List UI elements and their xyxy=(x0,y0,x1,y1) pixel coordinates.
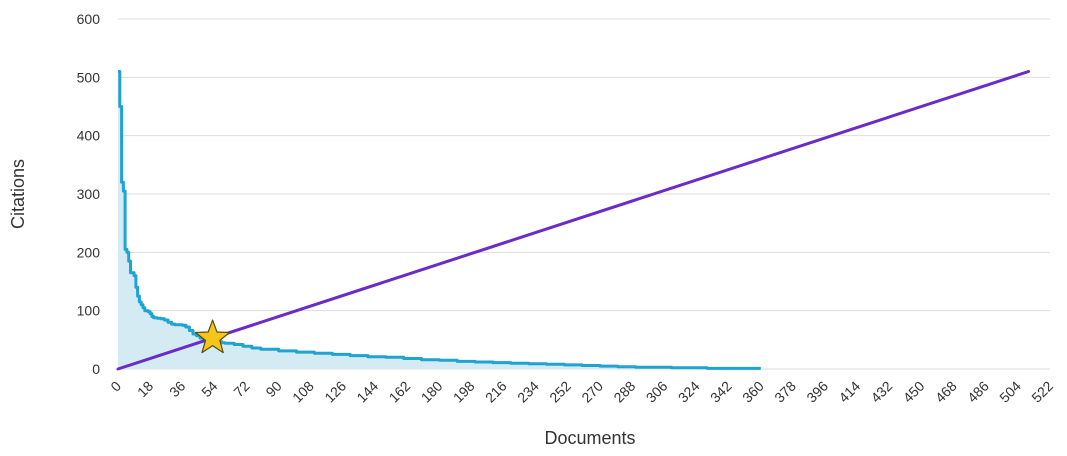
x-tick-label: 486 xyxy=(964,378,992,406)
x-axis-ticks: 0 18 36 54 72 90 108 126 144 162 180 198 216 234 252 27… xyxy=(107,378,1056,406)
x-tick-label: 450 xyxy=(900,378,928,406)
x-tick-label: 72 xyxy=(230,378,252,400)
x-tick-label: 468 xyxy=(932,378,960,406)
x-tick-label: 360 xyxy=(739,378,767,406)
h-index-star-icon xyxy=(194,319,231,354)
x-tick-label: 216 xyxy=(482,378,510,406)
x-tick-label: 36 xyxy=(166,378,188,400)
y-axis-title: Citations xyxy=(8,159,28,229)
y-tick-label: 100 xyxy=(77,303,101,319)
x-tick-label: 234 xyxy=(514,378,542,406)
x-tick-label: 288 xyxy=(610,378,638,406)
area-layer xyxy=(118,71,761,369)
x-tick-label: 90 xyxy=(262,378,284,400)
x-tick-label: 396 xyxy=(803,378,831,406)
grid-layer xyxy=(118,18,1050,370)
x-tick-label: 252 xyxy=(546,378,574,406)
x-tick-label: 54 xyxy=(198,378,220,400)
y-tick-label: 300 xyxy=(77,186,101,202)
x-tick-label: 306 xyxy=(643,378,671,406)
y-tick-label: 600 xyxy=(77,11,101,27)
x-tick-label: 126 xyxy=(321,378,349,406)
y-tick-label: 200 xyxy=(77,244,101,260)
x-tick-label: 324 xyxy=(675,378,703,406)
x-tick-label: 108 xyxy=(289,378,317,406)
x-axis-title: Documents xyxy=(544,428,635,448)
x-tick-label: 198 xyxy=(450,378,478,406)
y-tick-label: 400 xyxy=(77,128,101,144)
x-tick-label: 432 xyxy=(868,378,896,406)
x-tick-label: 342 xyxy=(707,378,735,406)
y-axis-ticks: 0 100 200 300 400 500 600 xyxy=(77,11,101,377)
x-tick-label: 180 xyxy=(418,378,446,406)
x-tick-label: 144 xyxy=(353,378,381,406)
x-tick-label: 18 xyxy=(134,378,156,400)
x-tick-label: 162 xyxy=(386,378,414,406)
x-tick-label: 0 xyxy=(107,378,124,395)
citations-area xyxy=(118,71,761,369)
marker-layer xyxy=(194,319,231,354)
h-index-line xyxy=(116,70,1031,371)
y-tick-label: 0 xyxy=(92,361,100,377)
x-tick-label: 504 xyxy=(996,378,1024,406)
x-tick-label: 378 xyxy=(771,378,799,406)
line-layer xyxy=(116,70,1031,371)
x-tick-label: 522 xyxy=(1028,378,1056,406)
x-tick-label: 414 xyxy=(835,378,863,406)
y-tick-label: 500 xyxy=(77,69,101,85)
x-tick-label: 270 xyxy=(578,378,606,406)
